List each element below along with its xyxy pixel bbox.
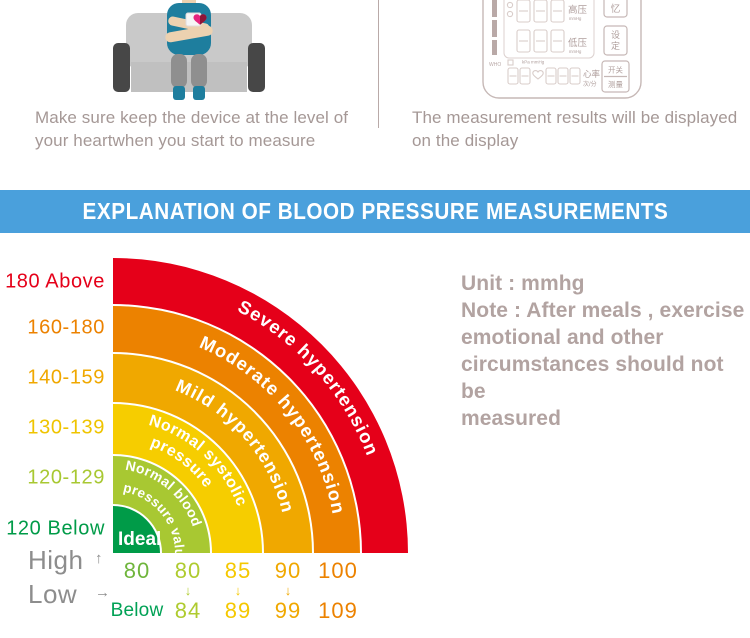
down-arrow-icon [318,584,358,598]
lcd-labels: 高压 mmHg 低压 mmHg kPa mmHg 心率 次/分 [522,4,601,88]
note-line: emotional and other [461,326,664,349]
set-button [603,25,628,56]
ring-label-ideal: Ideal [118,529,161,550]
right-arrow-icon: → [95,584,110,601]
diastolic-top-value: 80 [123,558,151,583]
band-mild [113,354,312,553]
high-axis-label: High [28,545,84,575]
systolic-axis-labels: 180 Above 160-180 140-159 130-139 120-12… [0,253,108,553]
person-couch-illustration [88,0,292,100]
note-line: measured [461,407,562,430]
low-axis-label: Low [28,579,78,609]
banner-title: EXPLANATION OF BLOOD PRESSURE MEASUREMEN… [82,198,668,224]
person [165,0,213,100]
set-button-char1: 设 [611,30,620,40]
power-button-line2: 测量 [608,80,623,89]
power-button-line1: 开关 [608,65,623,75]
right-caption-line1: The measurement results will be displaye… [412,108,738,127]
down-arrow-icon [111,584,164,598]
section-divider [378,0,379,128]
down-arrow-icon: ↓ [234,583,242,598]
diastolic-bottom-value: 89 [224,598,252,623]
memory-button-label: 忆 [611,3,621,15]
unit-note: Unit : mmhg [461,272,585,295]
diastolic-top-value: 85 [224,558,252,583]
diastolic-top-value: 80 [174,558,202,583]
diastolic-bottom-value: 84 [174,598,202,623]
diastolic-axis: High ↑ Low → 80 Below 80 ↓ 84 85 ↓ 89 90… [0,545,430,635]
note-line: Note : After meals , exercise [461,299,745,322]
systolic-label-moderate: 160-180 [27,316,105,339]
right-caption: The measurement results will be displaye… [412,106,742,153]
memory-button [603,0,628,18]
diastolic-bottom-value: 99 [274,598,302,623]
lcd-units: kPa mmHg [522,60,545,65]
up-arrow-icon: ↑ [95,550,103,567]
device-svg: WHO 高压 mmHg 低压 mmHg kPa mmHg 心率 次/分 [482,0,642,99]
diastolic-label: 低压 [568,37,588,49]
band-ideal [113,506,160,553]
device-lcd [503,0,595,59]
blood-pressure-fan-chart: Severe hypertension Moderate hypertensio… [109,241,413,557]
device-buttons [601,0,630,93]
power-measure-button [601,60,630,93]
right-caption-line2: on the display [412,131,519,151]
systolic-label-ideal: 120 Below [6,517,105,540]
systolic-label-severe: 180 Above [5,270,105,293]
diastolic-column-normal-systolic: 85 ↓ 89 [225,558,251,624]
device-scale-bar [492,0,497,55]
diastolic-bottom-value: Below [110,600,164,621]
diastolic-top-value: 90 [274,558,302,583]
note-line: circumstances should not be [461,353,724,403]
note-block: Unit : mmhg Note : After meals , exercis… [461,270,750,432]
pulse-label: 心率 [583,69,601,79]
band-normal-systolic [113,404,262,553]
down-arrow-icon: ↓ [284,583,292,598]
band-normal-bp [113,456,210,553]
left-caption-line2: your heartwhen you start to measure [35,131,316,151]
section-banner: EXPLANATION OF BLOOD PRESSURE MEASUREMEN… [0,190,750,233]
pulse-unit: 次/分 [583,80,597,88]
diastolic-column-ideal: 80 Below [111,558,164,624]
down-arrow-icon: ↓ [184,583,192,598]
diastolic-bottom-value: 109 [318,598,358,623]
systolic-unit: mmHg [569,16,582,21]
heart-icon-shadow [200,14,207,25]
left-caption: Make sure keep the device at the level o… [35,106,355,153]
diastolic-top-value: 100 [318,558,358,583]
lcd-digits [506,0,581,85]
diastolic-column-normal-bp: 80 ↓ 84 [175,558,201,624]
couch-scene-svg [113,0,265,100]
diastolic-unit: mmHg [569,49,582,54]
left-caption-line1: Make sure keep the device at the level o… [35,108,349,127]
diastolic-column-mild: 90 ↓ 99 [275,558,301,624]
band-severe [113,258,408,553]
systolic-label-normal-systolic: 130-139 [27,416,105,439]
band-moderate [113,306,360,553]
button-labels: 忆 设 定 开关 测量 [608,3,623,89]
who-label: WHO [489,62,501,68]
systolic-label-normal-bp: 120-129 [27,466,105,489]
device-illustration: WHO 高压 mmHg 低压 mmHg kPa mmHg 心率 次/分 [480,0,646,100]
diastolic-column-moderate: 100 109 [318,558,358,624]
set-button-char2: 定 [611,40,620,51]
systolic-label: 高压 [568,4,588,16]
fan-chart-svg: Severe hypertension Moderate hypertensio… [109,241,408,557]
systolic-label-mild: 140-159 [27,366,105,389]
